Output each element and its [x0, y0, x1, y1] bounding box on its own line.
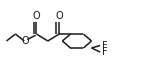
Text: F: F	[102, 47, 108, 57]
Text: O: O	[33, 11, 40, 21]
Text: F: F	[102, 41, 108, 51]
Text: O: O	[55, 11, 63, 21]
Text: O: O	[21, 36, 29, 46]
